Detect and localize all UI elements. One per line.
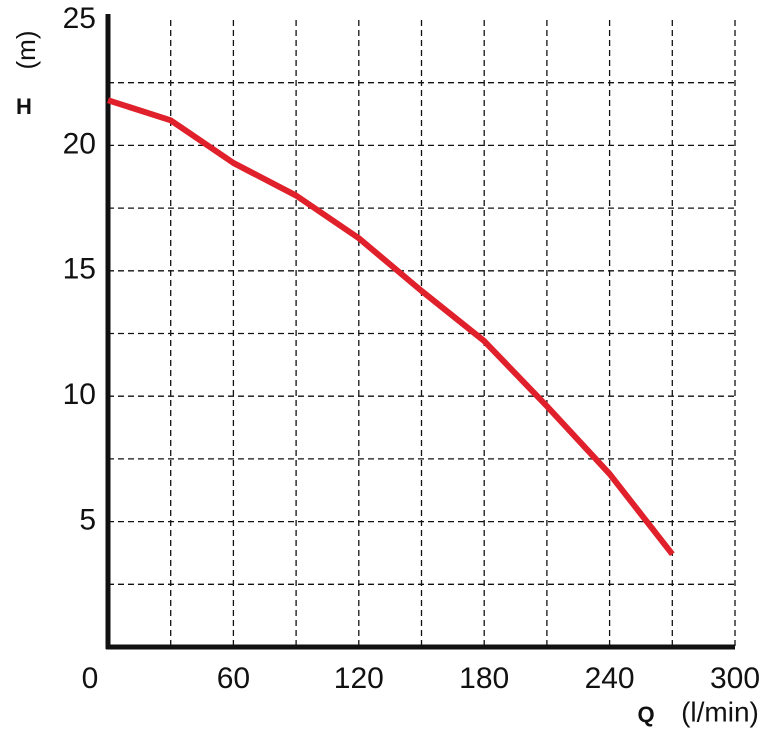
x-tick-label: 60 [217, 662, 250, 695]
y-tick-label: 25 [63, 2, 96, 35]
x-axis-unit: (l/min) [681, 696, 759, 727]
y-tick-label: 15 [63, 253, 96, 286]
y-tick-label: 20 [63, 127, 96, 160]
x-tick-label: 300 [710, 662, 760, 695]
y-axis-label: H [16, 94, 32, 119]
x-tick-label: 240 [585, 662, 635, 695]
y-axis-unit: (m) [11, 31, 41, 70]
y-tick-label: 5 [79, 504, 96, 537]
x-tick-label: 120 [334, 662, 384, 695]
line [107, 97, 675, 557]
y-tick-label: 10 [63, 378, 96, 411]
x-axis-label: Q [637, 702, 654, 727]
x-tick-label: 180 [459, 662, 509, 695]
x-tick-label: 0 [82, 662, 99, 695]
